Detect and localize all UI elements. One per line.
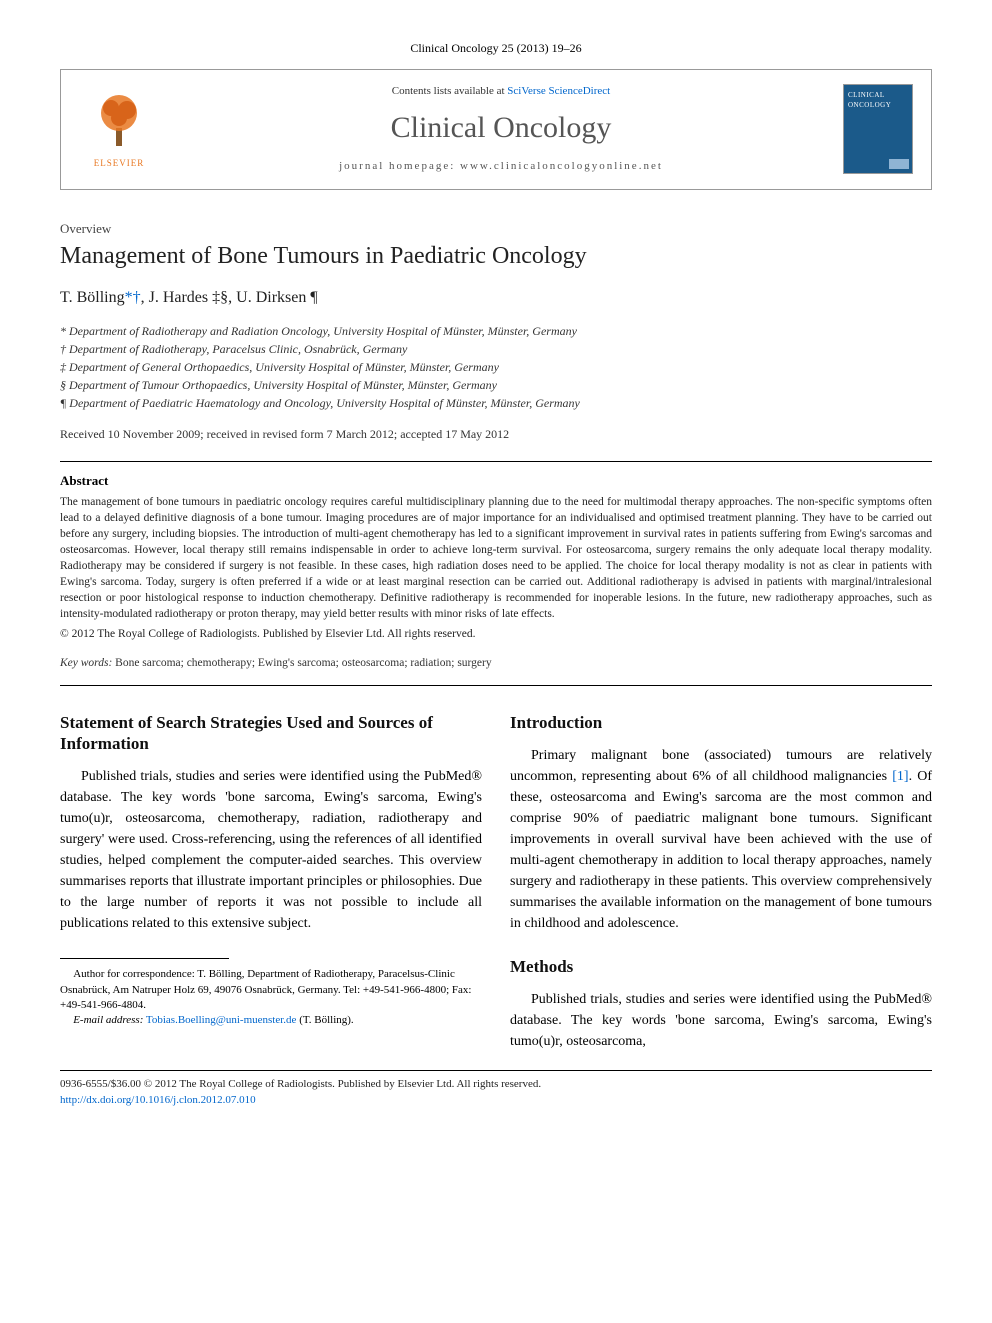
journal-cover-thumbnail: CLINICAL ONCOLOGY [843,84,913,174]
rule-below-abstract [60,685,932,686]
introduction-heading: Introduction [510,712,932,733]
abstract-heading: Abstract [60,472,932,490]
homepage-prefix: journal homepage: [339,160,460,172]
footer-rule [60,1070,932,1071]
methods-heading: Methods [510,956,932,977]
affiliations-block: * Department of Radiotherapy and Radiati… [60,322,932,412]
citation-line: Clinical Oncology 25 (2013) 19–26 [60,40,932,57]
search-strategies-body: Published trials, studies and series wer… [60,766,482,934]
journal-name: Clinical Oncology [159,107,843,149]
masthead-center: Contents lists available at SciVerse Sci… [159,84,843,175]
methods-body: Published trials, studies and series wer… [510,989,932,1052]
contents-prefix: Contents lists available at [392,85,507,97]
author-list: T. Bölling*†, J. Hardes ‡§, U. Dirksen ¶ [60,287,932,309]
keywords-label: Key words: [60,657,112,669]
page-footer: 0936-6555/$36.00 © 2012 The Royal Colleg… [60,1077,932,1108]
correspondence-email-line: E-mail address: Tobias.Boelling@uni-muen… [60,1013,482,1028]
publisher-logo-block: ELSEVIER [79,88,159,170]
author-1: T. Bölling*† [60,289,141,306]
correspondence-block: Author for correspondence: T. Bölling, D… [60,967,482,1013]
publisher-label: ELSEVIER [79,157,159,170]
abstract-copyright: © 2012 The Royal College of Radiologists… [60,626,932,642]
doi-link[interactable]: http://dx.doi.org/10.1016/j.clon.2012.07… [60,1094,256,1106]
author-2-marks: ‡§ [212,289,228,306]
article-type: Overview [60,220,932,238]
footer-copyright-line: 0936-6555/$36.00 © 2012 The Royal Colleg… [60,1077,932,1092]
contents-available-line: Contents lists available at SciVerse Sci… [159,84,843,99]
cover-title-text: CLINICAL ONCOLOGY [848,91,912,111]
cover-graphic [889,159,909,169]
search-strategies-heading: Statement of Search Strategies Used and … [60,712,482,755]
right-column: Introduction Primary malignant bone (ass… [510,712,932,1053]
journal-homepage-line: journal homepage: www.clinicaloncologyon… [159,159,843,174]
article-dates: Received 10 November 2009; received in r… [60,426,932,443]
introduction-body: Primary malignant bone (associated) tumo… [510,745,932,934]
keywords-values: Bone sarcoma; chemotherapy; Ewing's sarc… [115,657,491,669]
author-1-marks[interactable]: *† [125,289,141,306]
homepage-url: www.clinicaloncologyonline.net [460,160,663,172]
left-column: Statement of Search Strategies Used and … [60,712,482,1053]
journal-masthead: ELSEVIER Contents lists available at Sci… [60,69,932,190]
affiliation-4: § Department of Tumour Orthopaedics, Uni… [60,376,932,394]
body-columns: Statement of Search Strategies Used and … [60,712,932,1053]
keywords-line: Key words: Bone sarcoma; chemotherapy; E… [60,655,932,671]
intro-text-before-ref: Primary malignant bone (associated) tumo… [510,748,932,784]
rule-above-abstract [60,461,932,462]
author-3-marks: ¶ [310,289,317,306]
email-suffix: (T. Bölling). [296,1014,353,1026]
affiliation-2: † Department of Radiotherapy, Paracelsus… [60,340,932,358]
affiliation-1: * Department of Radiotherapy and Radiati… [60,322,932,340]
author-3: U. Dirksen ¶ [236,289,317,306]
intro-text-after-ref: . Of these, osteosarcoma and Ewing's sar… [510,769,932,931]
affiliation-3: ‡ Department of General Orthopaedics, Un… [60,358,932,376]
email-label: E-mail address: [73,1014,143,1026]
elsevier-tree-icon [89,88,149,148]
left-col-footnote-rule [60,958,229,959]
author-2: J. Hardes ‡§ [149,289,229,306]
sciencedirect-link[interactable]: SciVerse ScienceDirect [507,85,610,97]
reference-1-link[interactable]: [1] [892,769,908,784]
abstract-body: The management of bone tumours in paedia… [60,494,932,623]
affiliation-5: ¶ Department of Paediatric Haematology a… [60,394,932,412]
article-title: Management of Bone Tumours in Paediatric… [60,240,932,274]
correspondence-email-link[interactable]: Tobias.Boelling@uni-muenster.de [146,1014,297,1026]
